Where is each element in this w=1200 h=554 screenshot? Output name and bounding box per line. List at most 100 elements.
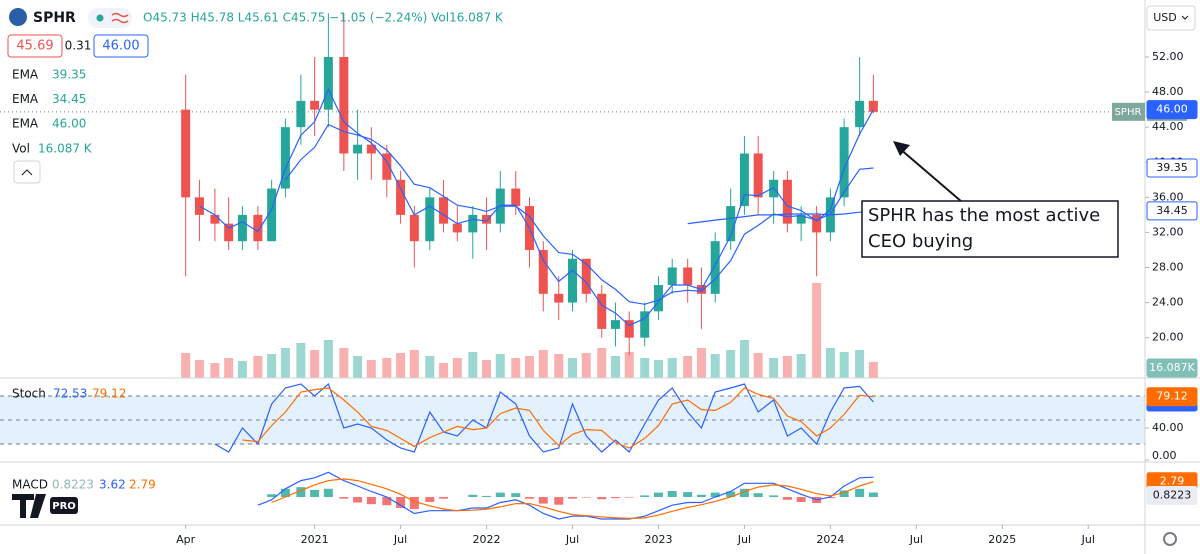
volume-bar (769, 358, 779, 378)
candle-body (511, 188, 521, 207)
volume-bar (511, 358, 521, 378)
candle-body (323, 57, 333, 110)
collapse-button[interactable] (13, 160, 41, 184)
macd-histogram-bar (396, 497, 406, 508)
candle-body (339, 57, 349, 154)
macd-histogram-bar (696, 494, 706, 498)
volume-bar (280, 348, 290, 378)
ask-button[interactable] (93, 34, 149, 58)
annotation-text: CEO buying (868, 231, 973, 252)
legend-name: EMA (12, 92, 39, 106)
macd-histogram-bar (538, 497, 548, 504)
currency[interactable]: USD (1153, 11, 1177, 24)
y-tick-label: 32.00 (1152, 225, 1184, 238)
logo-mark (12, 494, 46, 518)
candle-body (452, 223, 462, 233)
macd-histogram-bar (839, 490, 849, 498)
volume-bar (339, 348, 349, 378)
volume-bar (310, 350, 320, 378)
status-pill (88, 8, 132, 28)
volume-bar (726, 350, 736, 378)
macd-histogram-bar (511, 493, 521, 498)
macd-histogram-bar (296, 487, 306, 498)
legend-value: 39.35 (52, 68, 86, 82)
candle-body (554, 293, 564, 303)
volume-bar (568, 358, 577, 378)
volume-bar (439, 363, 449, 378)
legend-value: 34.45 (52, 92, 86, 106)
spread: 0.31 (65, 39, 92, 53)
volume-bar (194, 360, 204, 378)
ask[interactable]: 46.00 (102, 39, 139, 54)
macd-histogram-bar (868, 492, 878, 498)
y-tick-label: 52.00 (1152, 50, 1184, 63)
macd-line (271, 478, 874, 520)
x-tick-label: 2024 (816, 533, 844, 546)
y-tick-label: 0.00 (1152, 449, 1177, 462)
legend-value: 79.12 (92, 387, 126, 401)
y-tick-label: 20.00 (1152, 331, 1184, 344)
ema-axis-label-box (1146, 158, 1198, 178)
macd-histogram-bar (610, 497, 620, 499)
macd-histogram-bar (468, 494, 478, 498)
macd-histogram-bar (339, 497, 349, 499)
candle-body (868, 100, 878, 112)
volume-bar (739, 340, 749, 378)
status-dot (96, 14, 104, 22)
currency-button[interactable] (1146, 5, 1196, 31)
candle-body (812, 214, 822, 233)
candle-body (253, 214, 263, 242)
volume-bar (353, 356, 363, 378)
candle-body (396, 179, 406, 215)
bid-button[interactable] (7, 34, 63, 58)
volume-bar (796, 354, 806, 378)
x-tick-label: 2022 (473, 533, 501, 546)
panes (0, 13, 1145, 520)
macd-histogram-bar (525, 497, 535, 499)
symbol: SPHR (33, 10, 76, 26)
collapse-icon[interactable] (21, 169, 33, 176)
volume-bar (482, 360, 492, 378)
candle-body (568, 258, 577, 303)
volume-bar (696, 348, 706, 378)
candle-body (710, 241, 720, 294)
macd-histogram-bar (425, 497, 435, 502)
x-tick-label: Apr (176, 533, 196, 546)
x-tick-label: 2025 (988, 533, 1016, 546)
volume-bar (667, 358, 677, 378)
volume-bar (409, 350, 419, 378)
y-tick-label: 36.00 (1152, 190, 1184, 203)
candle-body (796, 214, 806, 224)
logo-text: PRO (52, 501, 76, 512)
bid[interactable]: 45.69 (16, 39, 53, 54)
macd-histogram-bar (554, 497, 564, 505)
volume-bar (323, 340, 333, 378)
symbol-tag: SPHR (1115, 107, 1142, 118)
candle-body (439, 197, 449, 224)
legend-value: 16.087 K (38, 142, 93, 156)
volume-bar (640, 358, 650, 378)
y-tick-label: 24.00 (1152, 296, 1184, 309)
volume-bar (267, 354, 277, 378)
x-tick-label: 2021 (301, 533, 329, 546)
volume-bar (653, 360, 663, 378)
macd-axis-label: 0.8223 (1153, 489, 1192, 502)
candle-body (382, 153, 392, 180)
ema-axis-label-box (1146, 201, 1198, 221)
candle-body (597, 293, 607, 329)
legend-value: 2.79 (129, 478, 156, 492)
ema-axis-label-box (1146, 100, 1198, 120)
legend-value: 72.53 (53, 387, 87, 401)
volume-bar (452, 358, 462, 378)
legend-name: Stoch (12, 387, 46, 401)
volume-bar (825, 348, 835, 378)
macd-histogram-bar (267, 494, 277, 498)
y-tick-label: 28.00 (1152, 260, 1184, 273)
annotation-box (861, 200, 1119, 258)
volume-bar (812, 283, 822, 378)
volume-axis-label: 16.087K (1149, 361, 1195, 374)
volume-bar (237, 361, 247, 378)
legend-name: MACD (12, 478, 48, 492)
currency-caret[interactable] (1181, 15, 1189, 20)
settings-icon[interactable] (1163, 532, 1177, 546)
